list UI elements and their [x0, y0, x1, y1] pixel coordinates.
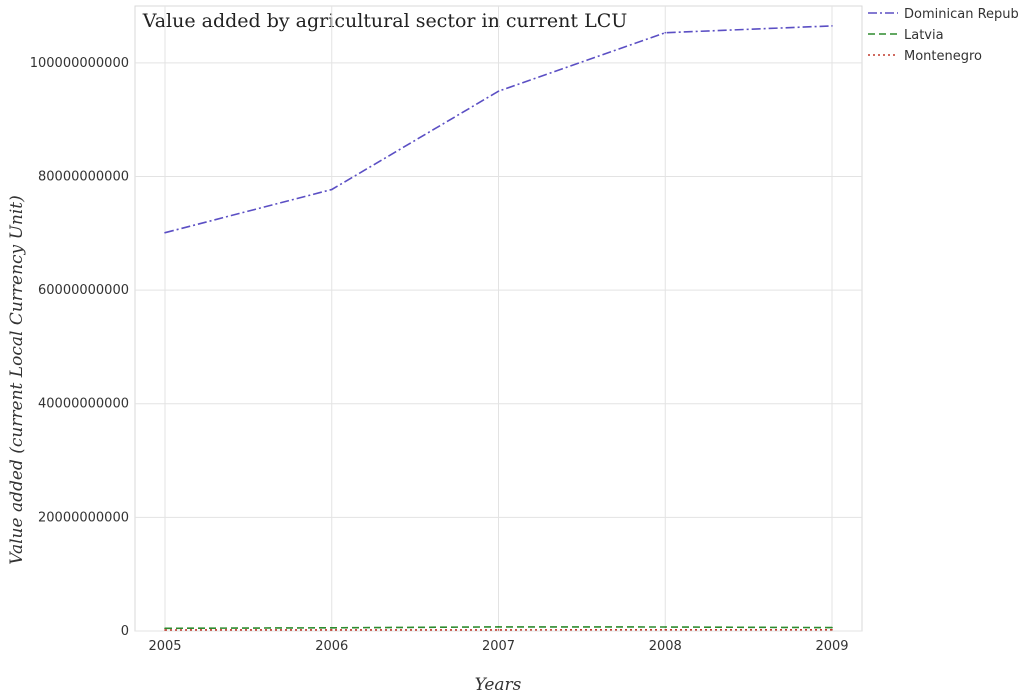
data-point [164, 629, 166, 631]
data-point [497, 626, 500, 628]
data-point [664, 628, 667, 631]
y-tick-label: 40000000000 [38, 397, 129, 412]
grid [134, 5, 863, 632]
legend-label: Montenegro [904, 49, 982, 64]
data-point [164, 231, 166, 234]
data-point [330, 627, 333, 629]
data-point [497, 90, 500, 93]
x-tick-label: 2007 [482, 639, 515, 654]
x-tick-label: 2005 [148, 639, 181, 654]
x-tick-label: 2008 [649, 639, 682, 654]
y-tick-label: 0 [121, 624, 129, 639]
data-point [664, 626, 667, 628]
data-point [330, 629, 333, 631]
x-tick-label: 2006 [315, 639, 348, 654]
y-tick-label: 20000000000 [38, 510, 129, 525]
series-lines [164, 25, 833, 631]
data-point [330, 188, 333, 191]
data-point [497, 629, 500, 631]
y-tick-label: 80000000000 [38, 169, 129, 184]
chart-title: Value added by agricultural sector in cu… [142, 10, 628, 32]
legend: Dominican Republic Latvia Montenegro [868, 7, 1019, 64]
y-tick-label: 100000000000 [30, 56, 129, 71]
y-axis-label: Value added (current Local Currency Unit… [7, 195, 27, 565]
data-point [831, 626, 833, 629]
legend-label: Dominican Republic [904, 7, 1019, 22]
data-point [831, 629, 833, 631]
axes: 0 20000000000 40000000000 60000000000 800000… [30, 56, 849, 654]
data-point [164, 627, 166, 630]
y-tick-label: 60000000000 [38, 283, 129, 298]
data-point [831, 25, 833, 27]
legend-label: Latvia [904, 28, 944, 43]
x-tick-label: 2009 [815, 639, 848, 654]
x-axis-label: Years [475, 675, 522, 695]
data-point [664, 31, 667, 34]
